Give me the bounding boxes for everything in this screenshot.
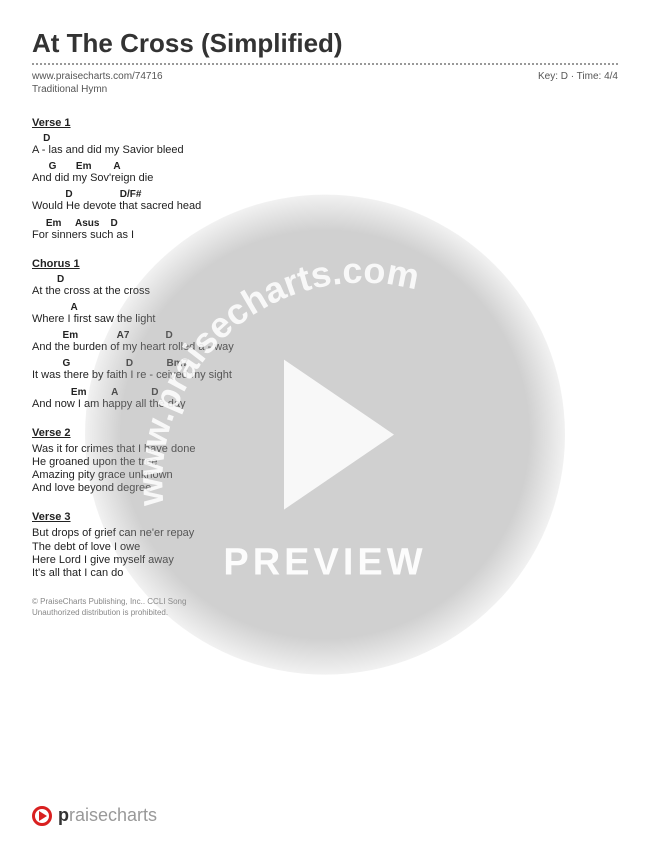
section-title: Verse 3 [32,511,618,523]
lyric-line: At the cross at the cross [32,285,618,298]
lyric-line: Was it for crimes that I have done [32,443,618,456]
chord-line: Em Asus D [32,218,618,229]
section-title: Verse 1 [32,117,618,129]
lyric-line: Where I first saw the light [32,313,618,326]
copyright-line: Unauthorized distribution is prohibited. [32,607,618,618]
section: Verse 3 But drops of grief can ne'er repa… [32,511,618,580]
section: Verse 1 DA - las and did my Savior bleed… [32,117,618,242]
meta-row: www.praisecharts.com/74716 Key: D · Time… [32,71,618,82]
section-title: Verse 2 [32,427,618,439]
lyric-line: For sinners such as I [32,229,618,242]
lyric-line: Amazing pity grace unknown [32,469,618,482]
brand-play-icon [32,806,52,826]
sections-container: Verse 1 DA - las and did my Savior bleed… [32,117,618,580]
key-time: Key: D · Time: 4/4 [538,71,618,82]
subtitle: Traditional Hymn [32,84,618,95]
divider [32,63,618,65]
lyric-line: And now I am happy all the day [32,398,618,411]
section-title: Chorus 1 [32,258,618,270]
lyric-line: But drops of grief can ne'er repay [32,527,618,540]
chord-sheet-page: At The Cross (Simplified) www.praisechar… [0,0,650,647]
triangle-icon [39,811,47,821]
lyric-line: It was there by faith I re - ceived my s… [32,369,618,382]
chord-line: Em A D [32,387,618,398]
lyric-line: He groaned upon the tree [32,456,618,469]
copyright-line: © PraiseCharts Publishing, Inc.. CCLI So… [32,596,618,607]
chord-line: G Em A [32,161,618,172]
brand-bold: p [58,805,69,825]
lyric-line: A - las and did my Savior bleed [32,144,618,157]
lyric-line: And the burden of my heart rolled a - wa… [32,341,618,354]
chord-line: D [32,133,618,144]
lyric-line: Here Lord I give myself away [32,554,618,567]
brand-text: praisecharts [58,805,157,826]
chord-line: D D/F# [32,189,618,200]
lyric-line: It's all that I can do [32,567,618,580]
chord-line: A [32,302,618,313]
chord-line: Em A7 D [32,330,618,341]
lyric-line: And love beyond degree [32,482,618,495]
song-title: At The Cross (Simplified) [32,28,618,59]
source-url: www.praisecharts.com/74716 [32,71,163,82]
lyric-line: Would He devote that sacred head [32,200,618,213]
brand-light: raisecharts [69,805,157,825]
lyric-line: The debt of love I owe [32,541,618,554]
chord-line: D [32,274,618,285]
section: Chorus 1 DAt the cross at the cross AWhe… [32,258,618,411]
copyright: © PraiseCharts Publishing, Inc.. CCLI So… [32,596,618,618]
lyric-line: And did my Sov'reign die [32,172,618,185]
section: Verse 2 Was it for crimes that I have don… [32,427,618,496]
footer-brand: praisecharts [32,805,157,826]
chord-line: G D Bm7 [32,358,618,369]
